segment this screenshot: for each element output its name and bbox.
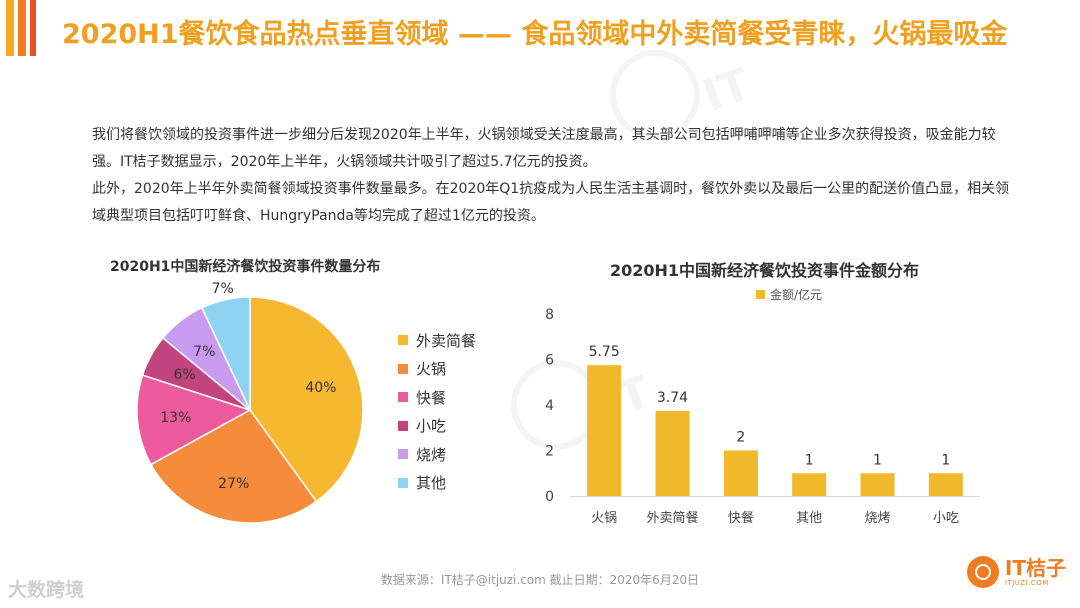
- bar-chart-title: 2020H1中国新经济餐饮投资事件金额分布: [610, 261, 920, 280]
- pie-slice-外卖简餐: [249, 296, 364, 503]
- bar-外卖简餐: [655, 410, 690, 496]
- pie-label: 7%: [212, 281, 234, 297]
- bar-value-label: 1: [941, 452, 950, 468]
- pie-slice-火锅: [149, 409, 318, 524]
- accent-bars: [0, 0, 40, 60]
- y-tick-label: 4: [545, 398, 554, 414]
- legend-label: 外卖简餐: [416, 331, 477, 350]
- intro-paragraph-2: 此外，2020年上半年外卖简餐领域投资事件数量最多。在2020年Q1抗疫成为人民…: [92, 181, 1010, 224]
- legend-item: 火锅: [398, 355, 476, 384]
- legend-label: 火锅: [416, 360, 447, 379]
- logo-url: ITJUZI.COM: [1004, 578, 1049, 587]
- legend-swatch: [398, 449, 408, 460]
- legend-item: 外卖简餐: [398, 326, 476, 355]
- legend-item: 小吃: [398, 412, 476, 441]
- legend-swatch: [398, 335, 408, 346]
- legend-swatch: [398, 477, 408, 488]
- intro-text: 我们将餐饮领域的投资事件进一步细分后发现2020年上半年，火锅领域受关注度最高，…: [92, 122, 1022, 230]
- legend-item: 烧烤: [398, 440, 476, 469]
- bar-烧烤: [860, 473, 895, 496]
- data-source-note: 数据来源：IT桔子@itjuzi.com 截止日期：2020年6月20日: [380, 573, 700, 587]
- bar-value-label: 3.74: [657, 390, 688, 406]
- pie-label: 40%: [305, 380, 336, 396]
- legend-label: 其他: [416, 474, 447, 493]
- pie-label: 27%: [218, 476, 249, 492]
- pie-label: 13%: [160, 410, 191, 426]
- y-tick-label: 8: [545, 307, 554, 323]
- bar-其他: [792, 473, 827, 496]
- legend-item: 快餐: [398, 383, 476, 412]
- legend-swatch: [398, 363, 408, 374]
- pie-chart-title: 2020H1中国新经济餐饮投资事件数量分布: [110, 259, 381, 275]
- bar-legend-swatch: [756, 290, 765, 299]
- pie-chart: 40% 27% 13% 6% 7% 7%: [136, 281, 364, 524]
- x-tick-label: 其他: [796, 511, 822, 526]
- bar-chart: 0 2 4 6 8 5.75 火锅 3.74 外卖简餐 2 快餐 1 其他 1 烧烤 1 小吃: [545, 307, 980, 526]
- y-tick-label: 2: [545, 444, 554, 460]
- legend-label: 小吃: [416, 417, 447, 436]
- y-tick-label: 0: [545, 489, 554, 505]
- legend-label: 快餐: [416, 388, 447, 407]
- bar-value-label: 1: [873, 452, 882, 468]
- bar-legend: 金额/亿元: [756, 286, 822, 303]
- x-tick-label: 快餐: [728, 510, 754, 526]
- bar-小吃: [928, 473, 963, 496]
- x-tick-label: 烧烤: [864, 511, 890, 526]
- legend-label: 烧烤: [416, 445, 447, 464]
- footer-watermark-text: 大数跨境: [8, 579, 85, 601]
- pie-slice-其他: [200, 296, 251, 411]
- bar-火锅: [587, 365, 622, 496]
- pie-label: 7%: [193, 344, 215, 360]
- bar-快餐: [723, 450, 758, 496]
- footer-watermark: 大数跨境: [8, 575, 84, 602]
- intro-paragraph-1: 我们将餐饮领域的投资事件进一步细分后发现2020年上半年，火锅领域受关注度最高，…: [92, 127, 996, 170]
- bar-value-label: 2: [736, 430, 745, 446]
- bar-value-label: 5.75: [589, 344, 620, 360]
- x-tick-label: 外卖简餐: [646, 510, 698, 526]
- bar-value-label: 1: [805, 452, 814, 468]
- itjuzi-logo: IT桔子 ITJUZI.COM: [966, 555, 1066, 588]
- legend-swatch: [398, 420, 408, 431]
- svg-text:IT: IT: [696, 59, 757, 123]
- x-tick-label: 小吃: [933, 510, 959, 526]
- pie-slice-快餐: [136, 374, 252, 466]
- bar-legend-label: 金额/亿元: [770, 288, 823, 302]
- legend-swatch: [398, 392, 408, 403]
- x-tick-label: 火锅: [591, 510, 617, 526]
- logo-name: IT桔子: [1004, 555, 1066, 580]
- y-tick-label: 6: [545, 353, 554, 369]
- orange-logo-icon: [966, 556, 999, 588]
- page-title: 2020H1餐饮食品热点垂直领域 —— 食品领域中外卖简餐受青睐，火锅最吸金: [62, 19, 1008, 50]
- pie-label: 6%: [174, 367, 196, 383]
- pie-legend: 外卖简餐 火锅 快餐 小吃 烧烤 其他: [398, 326, 476, 497]
- legend-item: 其他: [398, 469, 476, 498]
